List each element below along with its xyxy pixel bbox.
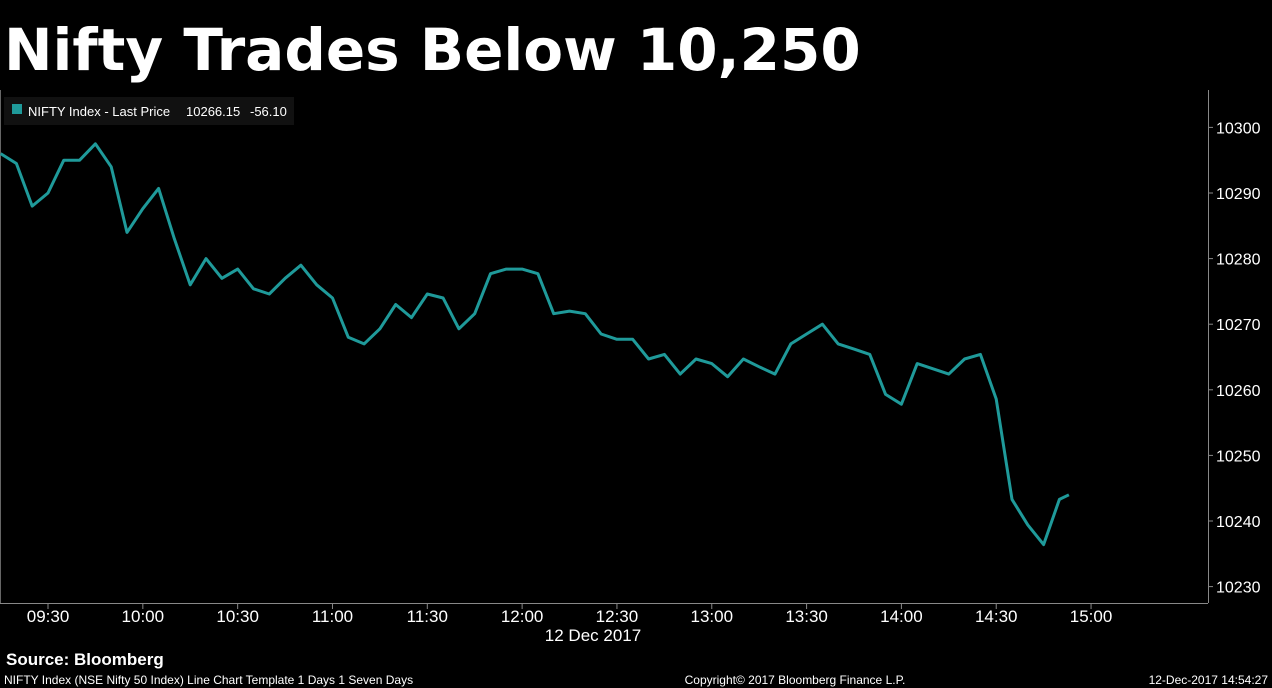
legend-box [4,97,294,125]
y-tick-label: 10250 [1216,448,1261,465]
footer-center: Copyright© 2017 Bloomberg Finance L.P. [685,673,906,687]
x-tick-label: 10:00 [122,607,165,626]
legend-change: -56.10 [250,104,287,119]
x-tick-label: 10:30 [216,607,259,626]
footer-right: 12-Dec-2017 14:54:27 [1149,673,1269,687]
source: Source: Bloomberg [6,650,164,669]
x-tick-label: 12:30 [596,607,639,626]
footer-left: NIFTY Index (NSE Nifty 50 Index) Line Ch… [4,673,413,687]
y-tick-label: 10240 [1216,514,1261,531]
legend-label: NIFTY Index - Last Price [28,104,170,119]
x-axis-label: 12 Dec 2017 [545,626,641,645]
x-tick-label: 15:00 [1070,607,1113,626]
legend-swatch [12,104,22,114]
x-tick-label: 13:00 [690,607,733,626]
x-tick-label: 11:00 [312,607,353,626]
x-tick-label: 09:30 [27,607,70,626]
x-tick-label: 13:30 [785,607,828,626]
y-tick-label: 10280 [1216,252,1261,269]
x-tick-label: 14:30 [975,607,1018,626]
x-tick-label: 12:00 [501,607,544,626]
y-tick-label: 10300 [1216,120,1261,137]
y-tick-label: 10230 [1216,580,1261,597]
x-tick-label: 14:00 [880,607,923,626]
x-tick-label: 11:30 [407,607,448,626]
y-tick-label: 10290 [1216,186,1261,203]
y-tick-label: 10270 [1216,317,1261,334]
legend-last-price: 10266.15 [186,104,240,119]
y-tick-label: 10260 [1216,383,1261,400]
chart-title: Nifty Trades Below 10,250 [4,16,861,84]
price-line [0,142,1070,547]
